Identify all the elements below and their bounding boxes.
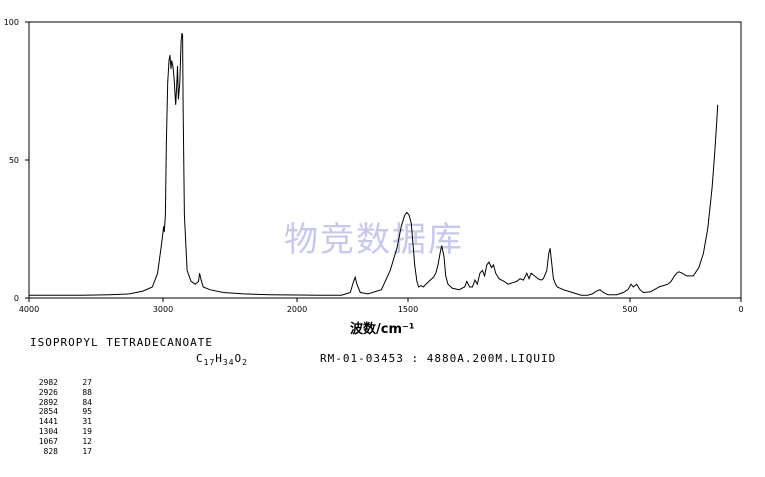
peak-row: 2892 84 <box>30 398 92 408</box>
peak-transmittance: 84 <box>82 397 92 407</box>
peak-row: 2926 88 <box>30 388 92 398</box>
peak-wavenumber: 2926 <box>38 387 58 397</box>
peak-wavenumber: 2854 <box>38 407 58 417</box>
peak-wavenumber: 1441 <box>38 417 58 427</box>
peak-transmittance: 17 <box>82 446 92 456</box>
compound-name: ISOPROPYL TETRADECANOATE <box>30 336 213 349</box>
axis-ticks: 4000 3000 2000 1500 500 0 0 50 100 <box>4 18 744 314</box>
peak-wavenumber: 1067 <box>38 436 58 446</box>
peak-wavenumber: 2892 <box>38 397 58 407</box>
peak-transmittance: 19 <box>82 426 92 436</box>
y-tick-label: 100 <box>4 18 19 27</box>
watermark: 物竞数据库 <box>284 220 464 260</box>
ir-spectrum-chart: 4000 3000 2000 1500 500 0 0 50 100 物竞数据库 波数/cm⁻¹ <box>4 18 744 337</box>
peak-row: 1067 12 <box>30 437 92 447</box>
x-tick-label: 500 <box>622 305 637 314</box>
peak-row: 2982 27 <box>30 378 92 388</box>
x-tick-label: 1500 <box>398 305 418 314</box>
spectrum-line <box>29 32 719 296</box>
x-tick-label: 3000 <box>153 305 173 314</box>
y-tick-label: 50 <box>9 156 19 165</box>
molecular-formula: C17H34O2 <box>196 352 248 367</box>
peak-transmittance: 88 <box>82 387 92 397</box>
peak-table: 2982 27 2926 88 2892 84 2854 95 1441 31 1304 19 1067… <box>30 378 92 456</box>
peak-row: 828 17 <box>30 447 92 457</box>
peak-row: 2854 95 <box>30 407 92 417</box>
peak-row: 1441 31 <box>30 417 92 427</box>
x-axis-label: 波数/cm⁻¹ <box>350 321 415 337</box>
x-tick-label: 0 <box>738 305 743 314</box>
peak-wavenumber: 828 <box>43 446 58 456</box>
peak-transmittance: 95 <box>82 407 92 417</box>
peak-row: 1304 19 <box>30 427 92 437</box>
peak-wavenumber: 1304 <box>38 426 58 436</box>
y-tick-label: 0 <box>14 294 19 303</box>
peak-wavenumber: 2982 <box>38 378 58 387</box>
peak-transmittance: 27 <box>82 378 92 387</box>
sample-info: RM-01-03453 : 4880A.200M.LIQUID <box>320 352 557 365</box>
x-tick-label: 2000 <box>287 305 307 314</box>
peak-transmittance: 12 <box>82 436 92 446</box>
peak-transmittance: 31 <box>82 417 92 427</box>
x-tick-label: 4000 <box>19 305 39 314</box>
